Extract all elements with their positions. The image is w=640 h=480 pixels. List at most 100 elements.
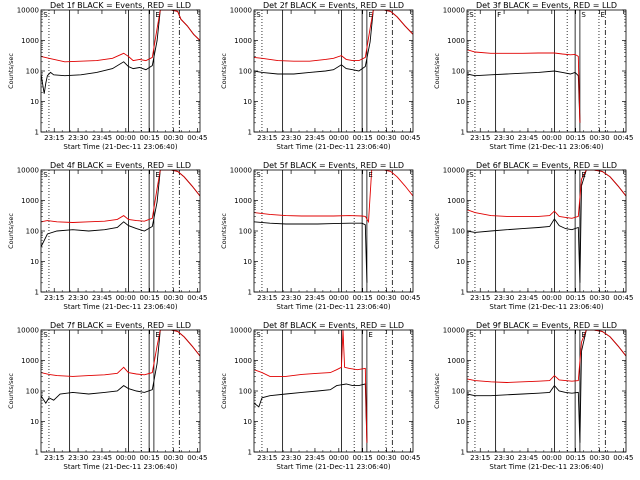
x-tick-label: 23:45 [305, 294, 325, 302]
y-tick-label: 10 [243, 258, 252, 266]
chart-title: Det 9f BLACK = Events, RED = LLD [476, 321, 617, 330]
series-line-lld [41, 10, 200, 63]
chart-title: Det 7f BLACK = Events, RED = LLD [50, 321, 191, 330]
interval-marker: E [155, 331, 159, 339]
detector-chart-8: Det 8f BLACK = Events, RED = LLD 1 10 100 10… [220, 321, 420, 471]
x-tick-label: 00:30 [376, 134, 396, 142]
y-tick-label: 1 [461, 129, 465, 137]
interval-marker: E [581, 171, 585, 179]
interval-marker: S [469, 171, 474, 179]
y-tick-label: 10000 [230, 7, 252, 15]
y-tick-label: 1000 [21, 197, 39, 205]
interval-marker: S [256, 11, 261, 19]
chart-title: Det 5f BLACK = Events, RED = LLD [263, 161, 404, 170]
x-tick-label: 23:15 [470, 134, 490, 142]
y-tick-label: 1000 [234, 357, 252, 365]
y-axis-label: Counts/sec [7, 53, 15, 89]
y-tick-label: 100 [452, 388, 465, 396]
series-line-lld [254, 330, 368, 443]
x-tick-label: 23:15 [257, 294, 277, 302]
plot-frame [40, 169, 201, 293]
y-tick-label: 10 [456, 258, 465, 266]
y-axis-label: Counts/sec [220, 213, 228, 249]
x-tick-label: 00:15 [353, 294, 373, 302]
detector-chart-2: Det 2f BLACK = Events, RED = LLD 1 10 100 10… [220, 1, 420, 151]
y-tick-label: 1 [35, 289, 39, 297]
y-tick-label: 100 [239, 228, 252, 236]
x-tick-label: 23:30 [494, 454, 514, 462]
x-tick-label: 00:15 [566, 454, 586, 462]
y-tick-label: 1000 [234, 37, 252, 45]
series-line-events [41, 170, 200, 248]
plot-frame [253, 9, 414, 133]
y-tick-label: 10 [456, 418, 465, 426]
x-tick-label: 23:15 [257, 134, 277, 142]
y-tick-label: 100 [26, 68, 39, 76]
y-tick-label: 1 [248, 289, 252, 297]
y-tick-label: 10000 [230, 327, 252, 335]
plot-frame [253, 169, 414, 293]
y-tick-label: 10 [243, 98, 252, 106]
interval-marker: S [43, 171, 48, 179]
x-tick-label: 23:15 [44, 294, 64, 302]
x-tick-label: 23:45 [92, 134, 112, 142]
detector-chart-9: Det 9f BLACK = Events, RED = LLD 1 10 100 10… [433, 321, 633, 471]
y-tick-label: 100 [452, 68, 465, 76]
series-line-lld [467, 49, 581, 123]
x-tick-label: 00:45 [187, 294, 207, 302]
x-tick-label: 00:45 [187, 134, 207, 142]
y-tick-label: 10000 [230, 167, 252, 175]
interval-marker: S [469, 331, 474, 339]
y-axis-label: Counts/sec [433, 213, 441, 249]
y-tick-label: 10 [30, 418, 39, 426]
x-tick-label: 00:00 [116, 454, 136, 462]
x-tick-label: 23:15 [470, 454, 490, 462]
x-tick-label: 23:30 [68, 294, 88, 302]
detector-chart-7: Det 7f BLACK = Events, RED = LLD 1 10 100 10… [7, 321, 207, 471]
y-tick-label: 100 [26, 388, 39, 396]
interval-marker: S [256, 171, 261, 179]
x-tick-label: 23:30 [281, 134, 301, 142]
x-tick-label: 23:15 [257, 454, 277, 462]
x-tick-label: 23:45 [518, 294, 538, 302]
series-line-lld [467, 170, 626, 219]
y-axis-label: Counts/sec [220, 373, 228, 409]
detector-chart-1: Det 1f BLACK = Events, RED = LLD 1 10 100 10… [7, 1, 207, 151]
series-line-lld [254, 10, 413, 62]
x-tick-label: 23:30 [281, 294, 301, 302]
y-tick-label: 1 [461, 289, 465, 297]
x-tick-label: 00:00 [329, 294, 349, 302]
x-tick-label: 00:45 [613, 294, 633, 302]
detector-chart-3: Det 3f BLACK = Events, RED = LLD 1 10 100 10… [433, 1, 633, 151]
interval-marker: E [581, 331, 585, 339]
interval-marker: E [155, 171, 159, 179]
series-line-lld [41, 330, 200, 377]
x-tick-label: 00:30 [589, 134, 609, 142]
y-tick-label: 100 [239, 68, 252, 76]
x-tick-label: 00:30 [163, 294, 183, 302]
x-axis-label: Start Time (21-Dec-11 23:06:40) [489, 143, 603, 151]
y-tick-label: 10000 [17, 167, 39, 175]
x-tick-label: 00:00 [116, 294, 136, 302]
x-tick-label: 00:30 [163, 134, 183, 142]
chart-title: Det 6f BLACK = Events, RED = LLD [476, 161, 617, 170]
x-axis-label: Start Time (21-Dec-11 23:06:40) [276, 303, 390, 311]
x-tick-label: 23:45 [305, 134, 325, 142]
interval-marker: E [368, 11, 372, 19]
x-tick-label: 23:45 [92, 454, 112, 462]
y-tick-label: 1000 [447, 37, 465, 45]
series-line-events [467, 170, 626, 283]
x-axis-label: Start Time (21-Dec-11 23:06:40) [489, 303, 603, 311]
x-tick-label: 00:00 [542, 454, 562, 462]
x-tick-label: 00:15 [140, 454, 160, 462]
x-tick-label: 23:15 [44, 454, 64, 462]
y-tick-label: 10 [30, 258, 39, 266]
x-tick-label: 00:15 [140, 134, 160, 142]
interval-marker: F [497, 11, 501, 19]
y-tick-label: 100 [26, 228, 39, 236]
series-line-events [41, 10, 200, 94]
x-tick-label: 00:15 [566, 294, 586, 302]
x-tick-label: 00:00 [329, 454, 349, 462]
y-axis-label: Counts/sec [7, 213, 15, 249]
